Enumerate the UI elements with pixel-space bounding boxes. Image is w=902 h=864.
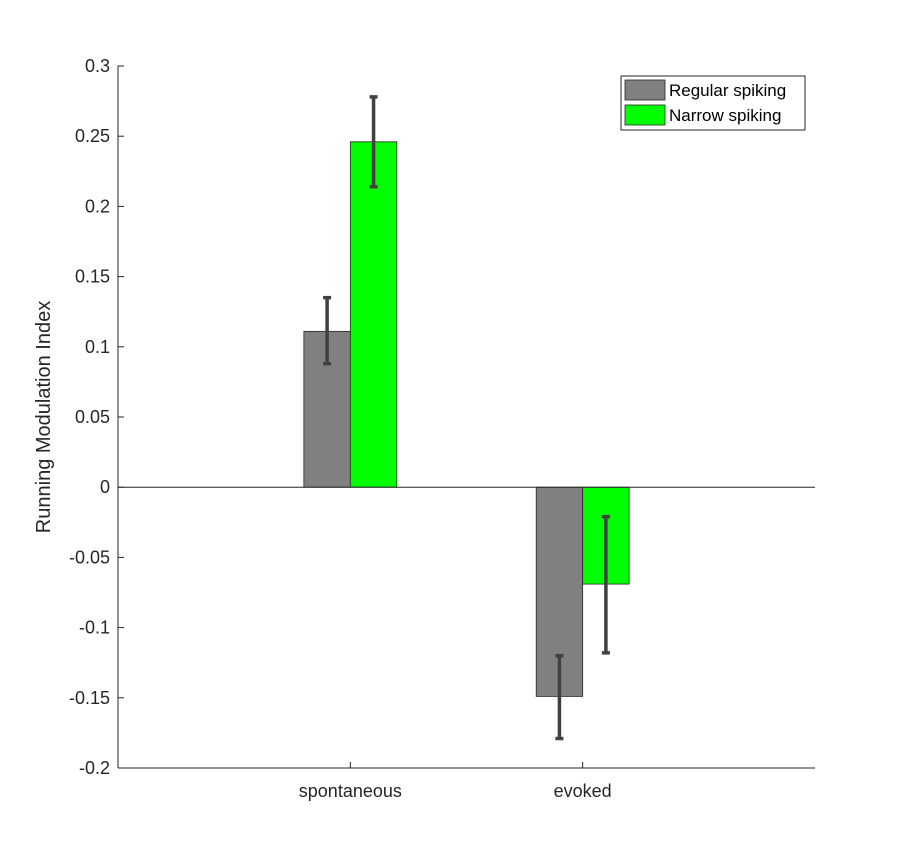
y-tick-label: 0.05	[75, 407, 110, 427]
x-ticks-group: spontaneous evoked	[299, 762, 612, 801]
y-axis-label: Running Modulation Index	[33, 301, 55, 533]
error-bar-evoked-1	[601, 514, 610, 655]
legend-swatch	[624, 104, 666, 126]
x-tick-label-evoked: evoked	[554, 781, 612, 801]
axes-group	[117, 66, 815, 769]
y-tick-label: 0.15	[75, 267, 110, 287]
legend-item-0: Regular spiking	[624, 79, 786, 101]
y-tick-label: 0	[100, 477, 110, 497]
y-tick-label: -0.15	[69, 688, 110, 708]
y-tick-label: -0.05	[69, 547, 110, 567]
bars-group	[303, 141, 630, 697]
legend-item-1: Narrow spiking	[624, 104, 781, 126]
legend-swatch	[624, 79, 666, 101]
error-bars-group	[323, 95, 610, 741]
y-ticks-group: -0.2 -0.15 -0.1 -0.05 0 0.05 0.1 0.15 0.2 0.25 0.3	[69, 56, 124, 778]
y-tick-label: -0.1	[79, 618, 110, 638]
error-bar-spontaneous-1	[369, 95, 378, 189]
y-tick-label: 0.25	[75, 126, 110, 146]
y-tick-label: -0.2	[79, 758, 110, 778]
error-bar-evoked-0	[555, 653, 564, 741]
y-tick-label: 0.1	[85, 337, 110, 357]
bar-spontaneous-1	[349, 141, 398, 488]
error-bar-spontaneous-0	[323, 295, 332, 366]
y-tick-label: 0.2	[85, 196, 110, 216]
legend: Regular spiking Narrow spiking	[620, 75, 806, 131]
legend-label: Regular spiking	[669, 81, 786, 100]
legend-label: Narrow spiking	[669, 106, 781, 125]
x-tick-label-spontaneous: spontaneous	[299, 781, 402, 801]
y-tick-label: 0.3	[85, 56, 110, 76]
